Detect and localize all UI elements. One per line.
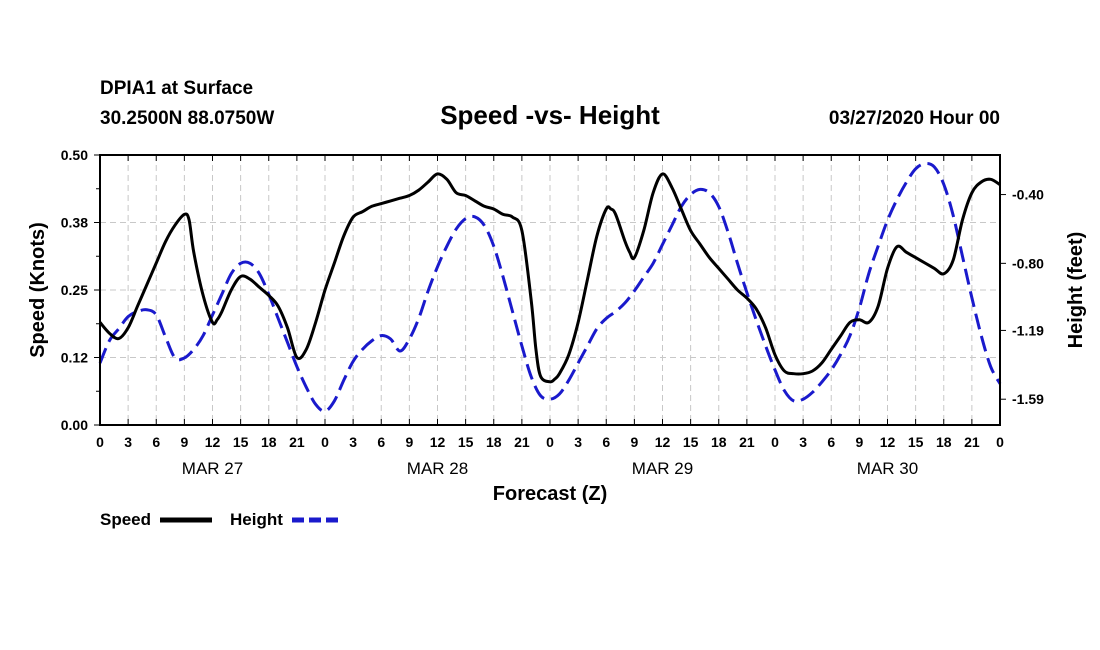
y-left-tick-label: 0.00 [61, 417, 88, 433]
x-tick-label: 21 [289, 434, 305, 450]
y-left-tick-label: 0.12 [61, 350, 88, 366]
y-right-tick-label: -0.80 [1012, 255, 1044, 271]
x-tick-label: 0 [996, 434, 1004, 450]
x-tick-label: 0 [771, 434, 779, 450]
x-tick-label: 3 [799, 434, 807, 450]
y-left-tick-label: 0.50 [61, 147, 88, 163]
x-tick-label: 18 [486, 434, 502, 450]
legend-height-label: Height [230, 510, 283, 529]
series-layer [98, 162, 1002, 413]
x-tick-label: 12 [205, 434, 221, 450]
x-tick-label: 18 [261, 434, 277, 450]
x-tick-label: 9 [855, 434, 863, 450]
legend: Speed Height [100, 510, 342, 529]
y-left-tick-label: 0.38 [61, 215, 88, 231]
y-axis-right-label: Height (feet) [1065, 232, 1087, 349]
x-tick-label: 0 [321, 434, 329, 450]
x-tick-label: 0 [96, 434, 104, 450]
x-tick-label: 9 [180, 434, 188, 450]
x-tick-label: 3 [349, 434, 357, 450]
x-tick-label: 6 [827, 434, 835, 450]
series-line-speed [98, 172, 1001, 384]
y-right-tick-label: -0.40 [1012, 187, 1044, 203]
x-tick-label: 18 [936, 434, 952, 450]
x-day-label: MAR 27 [182, 459, 243, 478]
x-tick-label: 6 [377, 434, 385, 450]
grid [100, 155, 1000, 425]
x-tick-label: 18 [711, 434, 727, 450]
chart-title: Speed -vs- Height [440, 100, 660, 130]
x-tick-label: 9 [630, 434, 638, 450]
x-tick-label: 6 [602, 434, 610, 450]
x-tick-label: 15 [683, 434, 699, 450]
x-tick-label: 6 [152, 434, 160, 450]
x-tick-label: 21 [514, 434, 530, 450]
y-left-tick-label: 0.25 [61, 282, 88, 298]
y-axis-left-label: Speed (Knots) [27, 222, 49, 358]
axes: 0 3 6 9 12 15 18 21 0 3 6 9 12 15 18 21 0 3 6 9 12 15 18 21 0 3 6 9… [61, 147, 1044, 478]
x-day-label: MAR 28 [407, 459, 468, 478]
y-right-tick-label: -1.59 [1012, 391, 1044, 407]
x-axis-label: Forecast (Z) [493, 483, 607, 505]
x-tick-label: 12 [880, 434, 896, 450]
x-tick-label: 21 [739, 434, 755, 450]
x-tick-label: 9 [405, 434, 413, 450]
x-tick-label: 3 [124, 434, 132, 450]
date-label: 03/27/2020 Hour 00 [829, 108, 1000, 129]
series-line-height [98, 162, 1002, 413]
station-label: DPIA1 at Surface [100, 78, 253, 99]
x-tick-label: 0 [546, 434, 554, 450]
x-tick-label: 21 [964, 434, 980, 450]
y-right-tick-label: -1.19 [1012, 322, 1044, 338]
x-tick-label: 15 [458, 434, 474, 450]
x-day-label: MAR 29 [632, 459, 693, 478]
x-tick-label: 15 [233, 434, 249, 450]
location-label: 30.2500N 88.0750W [100, 108, 274, 129]
legend-speed-label: Speed [100, 510, 151, 529]
x-day-label: MAR 30 [857, 459, 918, 478]
x-tick-label: 12 [655, 434, 671, 450]
x-tick-label: 15 [908, 434, 924, 450]
x-tick-label: 3 [574, 434, 582, 450]
x-tick-label: 12 [430, 434, 446, 450]
